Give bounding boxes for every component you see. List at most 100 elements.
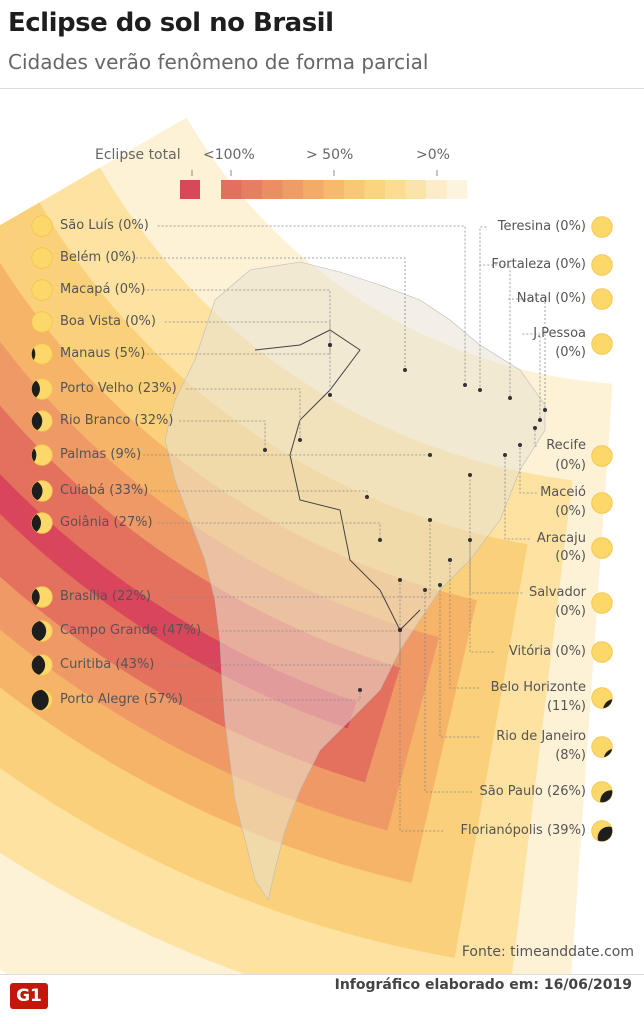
city-dot [533,426,537,430]
city-label: Manaus (5%) [60,346,146,361]
city-label: Belo Horizonte [490,680,586,695]
legend-scale-swatch [262,180,283,199]
city-label: Vitória (0%) [508,644,586,659]
south-america-map [164,261,546,901]
leader-line [508,298,546,410]
legend-scale-swatch [221,180,242,199]
leader-line [164,321,331,395]
eclipse-moon-icon [31,444,53,466]
legend-scale-swatch [385,180,406,199]
eclipse-moon-icon [591,735,613,758]
city-label: Goiânia (27%) [60,515,153,530]
city-label: Aracaju [536,531,586,546]
legend-scale-swatch [323,180,345,199]
leader-line [519,445,537,494]
made-date: Infográfico elaborado em: 16/06/2019 [334,977,632,993]
eclipse-map [0,113,618,974]
city-dot [478,388,482,392]
city-label: Porto Alegre (57%) [60,692,183,707]
city-pct-label: (0%) [555,549,586,564]
leader-line [143,345,331,355]
eclipse-moon-icon [31,480,53,502]
leader-line [424,590,472,793]
leader-line [193,580,401,632]
city-dot [463,383,467,387]
legend-scale-swatch [282,180,304,199]
city-pct-label: (8%) [555,748,586,763]
city-pct-label: (0%) [555,504,586,519]
city-dot [403,368,407,372]
leader-line [449,560,480,689]
city-dot [508,396,512,400]
city-dot [298,438,302,442]
leader-line [439,585,480,738]
city-label: Campo Grande (47%) [60,623,202,638]
city-label: Florianópolis (39%) [460,823,586,838]
leader-line [186,388,301,440]
eclipse-moon-icon [591,254,613,276]
city-label: Salvador [528,585,586,600]
eclipse-moon-icon [591,445,613,467]
eclipse-moon-icon [31,247,53,269]
city-dot [328,393,332,397]
leader-line [164,520,431,598]
legend-lt100-label: <100% [203,147,255,163]
eclipse-moon-icon [591,591,613,614]
eclipse-moon-icon [31,586,53,608]
city-dot [398,628,402,632]
eclipse-moon-icon [591,820,613,842]
city-dot [365,495,369,499]
divider [0,88,644,89]
leader-line [399,630,444,832]
city-label: Palmas (9%) [60,447,142,462]
source-text: Fonte: timeanddate.com [461,944,634,960]
city-dot [328,343,332,347]
city-label: Curitiba (43%) [60,657,155,672]
city-dot [448,558,452,562]
city-label: Brasília (22%) [60,589,151,604]
footer-bar [0,974,644,1024]
legend-total-swatch [180,180,200,199]
eclipse-moon-icon [591,332,613,355]
city-label: Boa Vista (0%) [60,314,156,329]
leader-line [157,522,381,540]
legend-scale-swatch [364,180,386,199]
eclipse-moon-icon [31,654,53,676]
city-label: Fortaleza (0%) [491,257,586,272]
leader-line [469,475,523,594]
g1-logo: G1 [10,983,48,1009]
city-label: Recife [546,438,586,453]
page-subtitle: Cidades verão fenômeno de forma parcial [8,50,429,74]
eclipse-moon-icon [31,311,53,333]
city-dot [538,418,542,422]
city-dot [503,453,507,457]
legend-scale-swatch [241,180,263,199]
eclipse-moon-icon [31,378,53,400]
leader-line [522,333,541,420]
city-label: Cuiabá (33%) [60,483,149,498]
eclipse-moon-icon [591,641,613,663]
eclipse-moon-icon [591,781,613,803]
city-label: Macapá (0%) [60,282,146,297]
city-label: São Paulo (26%) [479,784,586,799]
eclipse-moon-icon [591,216,613,238]
city-dot [468,538,472,542]
city-dot [428,518,432,522]
legend-scale-swatch [344,180,365,199]
eclipse-moon-icon [31,620,53,642]
legend-bar [180,180,468,199]
page-title: Eclipse do sol no Brasil [8,8,334,38]
leader-line [179,420,266,450]
legend-total-label: Eclipse total [95,147,181,163]
city-label: Maceió [540,485,586,500]
eclipse-moon-icon [31,410,53,432]
eclipse-moon-icon [591,537,613,559]
legend-gt0-label: >0% [416,147,450,163]
legend-scale-swatch [426,180,447,199]
legend-gt50-label: > 50% [306,147,354,163]
city-dot [428,453,432,457]
city-dot [468,473,472,477]
eclipse-moon-icon [31,215,53,237]
leader-line [504,455,530,540]
city-dot [543,408,547,412]
